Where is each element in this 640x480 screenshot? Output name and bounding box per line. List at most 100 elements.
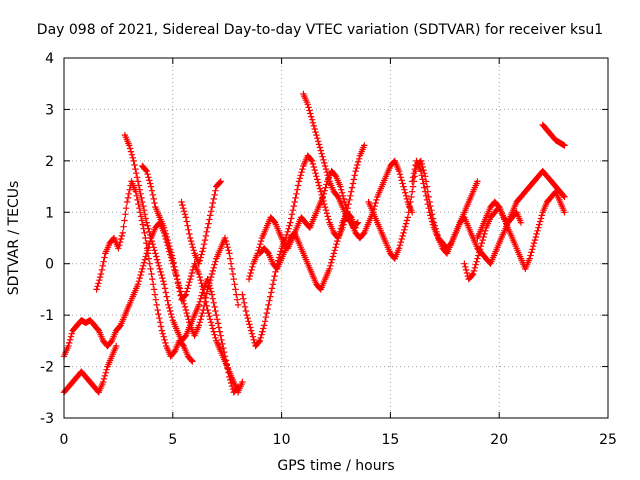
data-point <box>395 167 403 175</box>
data-point <box>167 246 174 253</box>
data-point <box>67 333 75 340</box>
data-point <box>120 223 127 230</box>
data-point <box>212 258 219 265</box>
data-point <box>396 171 404 178</box>
data-point <box>469 271 476 279</box>
data-point <box>260 325 267 332</box>
data-point <box>150 281 157 288</box>
data-point <box>145 255 153 262</box>
data-point <box>135 278 143 285</box>
data-point <box>529 243 537 250</box>
data-point <box>210 299 217 306</box>
data-point <box>99 262 106 269</box>
data-point <box>138 194 145 202</box>
data-point <box>197 295 204 302</box>
data-point <box>126 142 133 149</box>
data-point <box>409 188 416 195</box>
data-point <box>122 211 129 218</box>
data-point <box>417 167 425 175</box>
data-point <box>115 245 122 252</box>
data-point <box>66 339 73 347</box>
data-point <box>469 270 477 278</box>
data-point <box>124 194 132 202</box>
data-point <box>337 225 344 232</box>
data-point <box>167 310 175 318</box>
data-point <box>184 222 191 229</box>
data-point <box>96 277 103 284</box>
data-point <box>179 201 186 209</box>
data-point <box>333 241 340 248</box>
data-point <box>312 170 319 177</box>
data-point <box>474 178 481 185</box>
data-point <box>288 211 296 218</box>
data-point <box>408 193 415 201</box>
axis-ticks <box>63 57 609 419</box>
x-tick-label: 15 <box>381 432 399 448</box>
data-point <box>310 163 317 171</box>
data-point <box>148 187 156 194</box>
data-point <box>208 203 216 211</box>
data-point <box>319 153 326 160</box>
data-point <box>161 227 169 234</box>
data-point <box>538 212 545 219</box>
data-point <box>148 270 155 278</box>
data-point <box>170 259 177 266</box>
data-point <box>160 278 167 285</box>
data-point <box>308 113 315 120</box>
data-point <box>127 148 135 155</box>
y-tick-label: 1 <box>45 205 54 221</box>
data-point <box>200 286 207 293</box>
y-axis-label: SDTVAR / TECUs <box>6 181 22 296</box>
data-point <box>173 271 180 279</box>
data-point <box>211 261 218 268</box>
data-point <box>210 264 217 271</box>
data-point <box>152 296 159 303</box>
data-point <box>532 233 539 241</box>
data-point <box>261 322 268 329</box>
data-point <box>197 254 204 261</box>
data-point <box>428 215 435 222</box>
data-point <box>270 277 277 284</box>
data-point <box>147 180 154 187</box>
data-point <box>199 309 206 317</box>
data-point <box>373 196 380 204</box>
data-point <box>143 245 151 252</box>
data-point <box>475 252 482 259</box>
data-point <box>352 167 359 175</box>
data-point <box>210 328 217 335</box>
data-point <box>234 301 242 309</box>
data-point <box>403 195 411 203</box>
data-point <box>133 170 140 177</box>
data-point <box>257 241 264 248</box>
data-point <box>132 165 139 173</box>
data-point <box>351 172 358 179</box>
data-point <box>181 211 189 218</box>
data-point <box>471 264 478 271</box>
data-point <box>263 309 270 317</box>
data-point <box>324 172 331 179</box>
data-point <box>482 227 489 234</box>
data-point <box>187 237 195 245</box>
data-point <box>313 173 320 180</box>
data-point <box>207 212 214 219</box>
data-point <box>101 372 109 379</box>
data-point <box>140 207 148 214</box>
data-point <box>266 297 273 304</box>
y-tick-labels: -3 -2 -1 0 1 2 3 4 <box>40 51 54 427</box>
data-point <box>327 262 334 269</box>
data-point <box>304 101 311 108</box>
data-point <box>123 198 131 206</box>
data-point <box>283 231 290 239</box>
data-point <box>248 330 256 337</box>
x-tick-label: 20 <box>490 432 508 448</box>
data-point <box>140 202 147 210</box>
data-point <box>201 236 209 244</box>
data-point <box>249 333 257 340</box>
data-point <box>136 274 143 282</box>
data-point <box>205 279 212 286</box>
data-point <box>208 291 216 298</box>
data-point <box>265 301 272 309</box>
data-point <box>136 205 143 212</box>
data-point <box>153 256 161 263</box>
